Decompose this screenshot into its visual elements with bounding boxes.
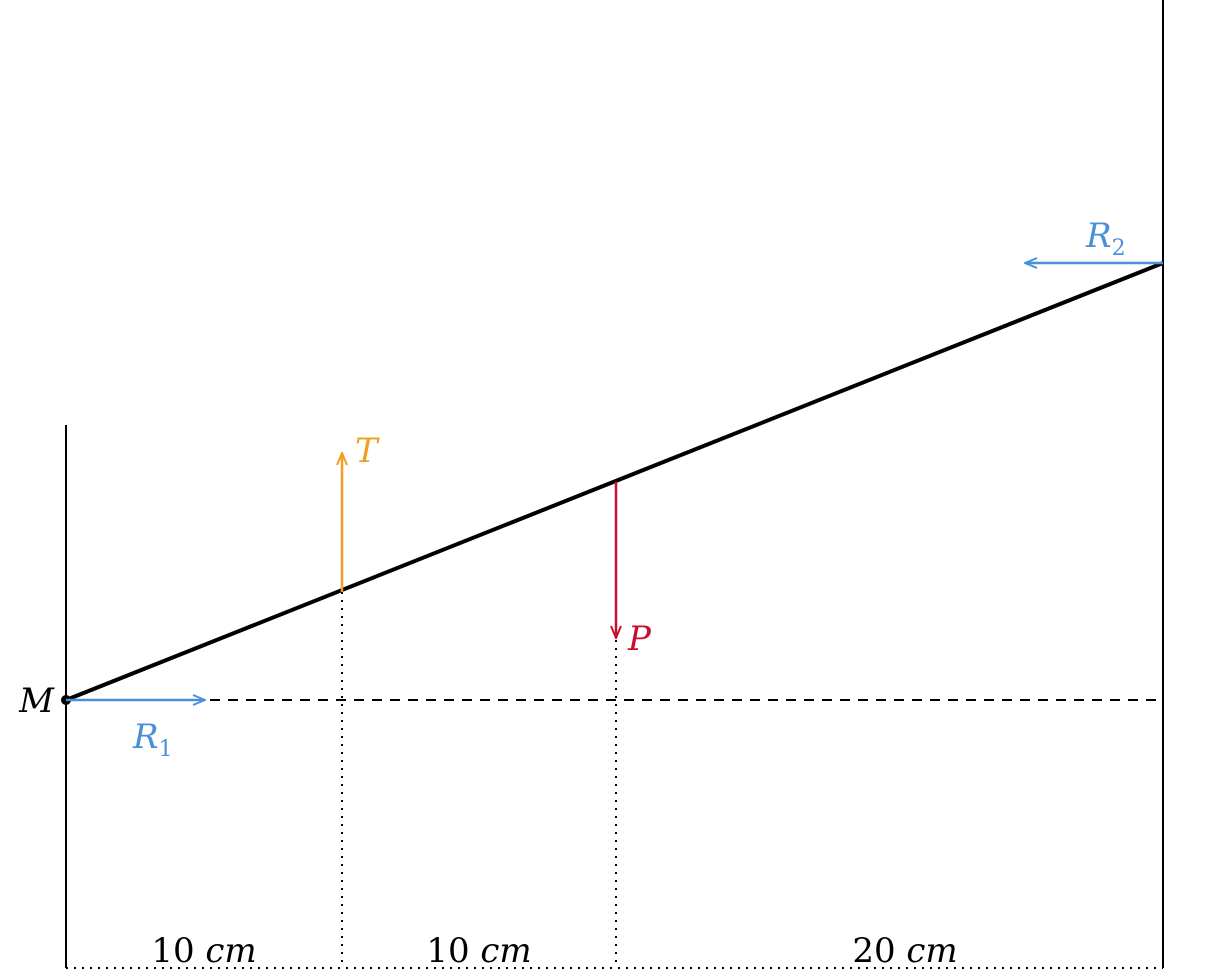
- point-label: M: [18, 681, 55, 721]
- dimension-label: 10 cm: [426, 931, 531, 971]
- force-subscript: 2: [1112, 236, 1126, 261]
- dimension-number: 10: [151, 931, 194, 971]
- force-label: R2: [1085, 216, 1126, 261]
- dimension-unit: cm: [480, 931, 531, 971]
- force-name: R: [1085, 216, 1112, 256]
- force-label: T: [355, 431, 380, 471]
- force-subscript: 1: [159, 737, 173, 762]
- dimension-unit: cm: [205, 931, 256, 971]
- dimension-number: 20: [852, 931, 895, 971]
- force-name: R: [132, 717, 159, 757]
- dimension-unit: cm: [906, 931, 957, 971]
- force-label: R1: [132, 717, 173, 762]
- dimension-label: 10 cm: [151, 931, 256, 971]
- dimension-number: 10: [426, 931, 469, 971]
- force-label: P: [627, 619, 652, 659]
- dimension-label: 20 cm: [852, 931, 957, 971]
- beam: [65, 261, 1164, 702]
